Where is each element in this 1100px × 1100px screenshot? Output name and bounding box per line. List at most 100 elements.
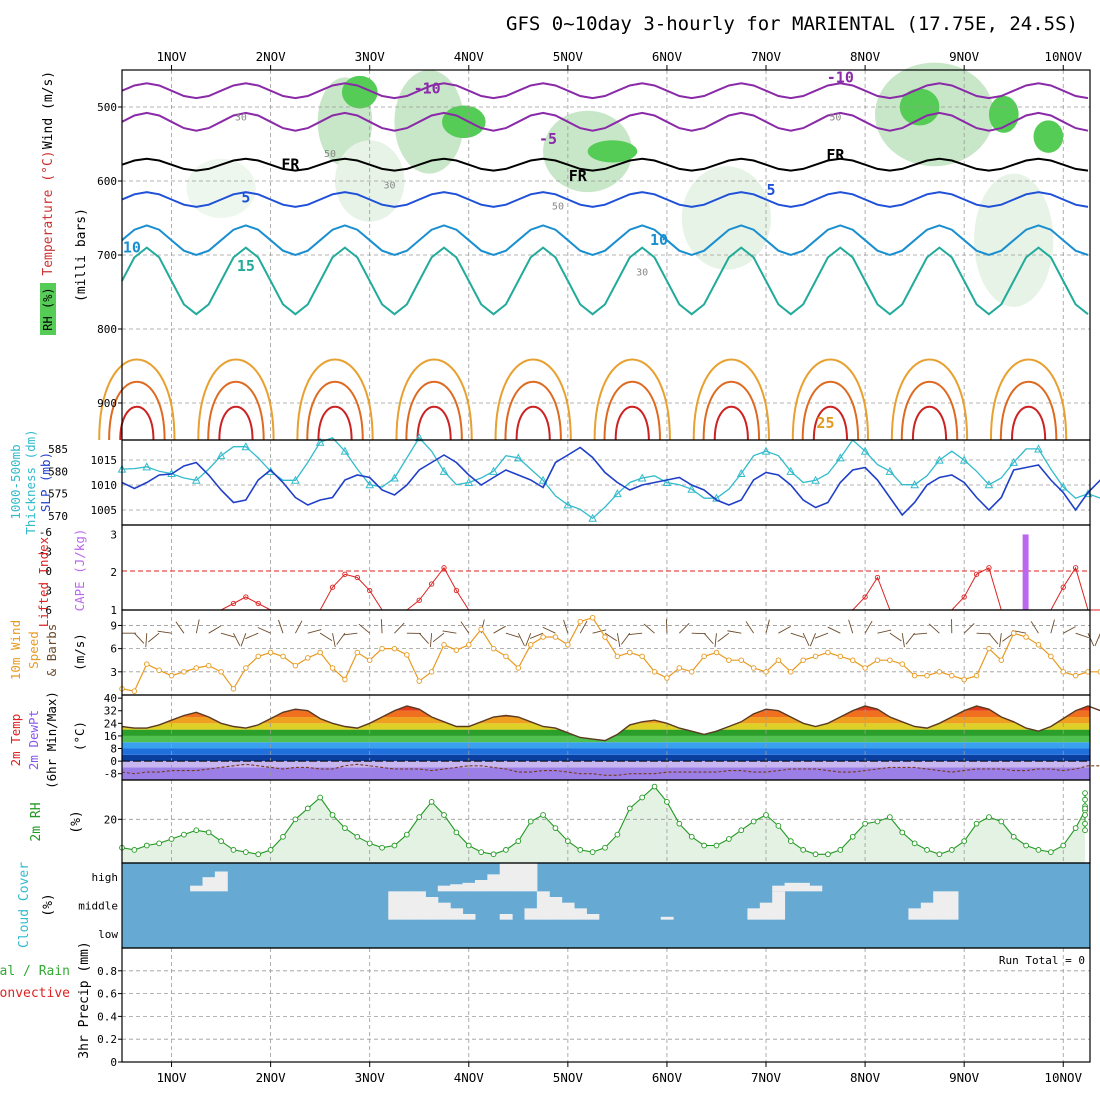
wind-speed-marker bbox=[713, 649, 720, 656]
wind-speed-marker bbox=[441, 642, 447, 648]
temp-band bbox=[122, 761, 1090, 768]
rh-shading-high bbox=[587, 140, 638, 163]
rh-contour-label: 30 bbox=[383, 181, 395, 192]
wind-speed-marker bbox=[800, 657, 806, 663]
thickness-marker bbox=[1034, 444, 1043, 453]
wind-barb bbox=[604, 632, 617, 642]
wind-barb bbox=[877, 629, 892, 634]
lifted-tick-label: 3 bbox=[45, 585, 52, 598]
rh-marker bbox=[565, 838, 571, 845]
thickness-marker bbox=[588, 513, 597, 522]
wind-speed-marker bbox=[267, 649, 274, 656]
rh-marker bbox=[986, 814, 992, 820]
wind-speed-marker bbox=[255, 653, 261, 660]
wind-speed-marker bbox=[329, 665, 336, 671]
precip-label-total: Total / Rain bbox=[0, 964, 70, 979]
rh-marker bbox=[1082, 796, 1088, 803]
y-tick-label: 24 bbox=[104, 717, 118, 730]
lifted-tick-label: -6 bbox=[39, 526, 52, 539]
temp-ylabel-units: (°C) bbox=[72, 721, 87, 751]
cloud-bar-middle bbox=[499, 914, 513, 920]
wind-barb bbox=[809, 633, 816, 647]
wind-speed-marker bbox=[292, 662, 299, 669]
surface-isotherm bbox=[218, 405, 254, 441]
wind-speed-marker bbox=[131, 688, 138, 694]
y-tick-label: 0.2 bbox=[97, 1033, 117, 1046]
thickness-marker bbox=[191, 475, 201, 484]
rh-shading-high bbox=[442, 105, 486, 139]
cloud-bar-high bbox=[190, 885, 204, 892]
surface-isotherm bbox=[900, 380, 959, 441]
cloud-bar-middle bbox=[425, 897, 439, 920]
rh-marker bbox=[267, 847, 274, 853]
wind-barb bbox=[643, 623, 655, 634]
day-label-top: 3NOV bbox=[355, 49, 386, 64]
cloud-bar-middle bbox=[524, 908, 538, 920]
wind-speed-marker bbox=[924, 672, 930, 679]
surface-isotherm bbox=[614, 405, 650, 441]
wind-barb bbox=[703, 632, 714, 645]
rh-marker bbox=[354, 833, 361, 840]
day-label-bottom: 10NOV bbox=[1044, 1070, 1082, 1085]
wind-speed-marker bbox=[664, 675, 670, 681]
rh-marker bbox=[577, 847, 584, 853]
wind-speed-marker bbox=[515, 665, 522, 671]
rh-shading bbox=[394, 70, 464, 174]
rh-marker bbox=[156, 840, 163, 847]
wind-barb bbox=[988, 632, 999, 645]
cape-ylabel-cape: CAPE (J/kg) bbox=[72, 529, 87, 612]
wind-barb bbox=[905, 632, 915, 645]
rh-marker bbox=[738, 827, 745, 834]
day-label-top: 10NOV bbox=[1044, 49, 1082, 64]
surface-isotherm bbox=[801, 380, 860, 441]
lifted-marker bbox=[1072, 565, 1079, 571]
wind-speed-marker bbox=[812, 653, 819, 660]
wind-barb bbox=[765, 619, 770, 634]
temp-band bbox=[122, 742, 1090, 749]
wind-barb bbox=[1075, 632, 1090, 639]
thickness-marker bbox=[1058, 482, 1068, 491]
cloud-bar-high bbox=[462, 882, 476, 892]
wind-speed-marker bbox=[775, 657, 782, 663]
day-label-bottom: 2NOV bbox=[256, 1070, 287, 1085]
wind-barb bbox=[332, 633, 336, 648]
lifted-marker bbox=[255, 600, 261, 607]
wind-speed-line bbox=[121, 616, 1100, 692]
wind-barb bbox=[999, 633, 1002, 648]
rh-marker bbox=[602, 844, 608, 851]
rh-shading-high bbox=[899, 88, 940, 126]
cloud-bar-middle bbox=[561, 902, 575, 920]
rh-marker bbox=[242, 849, 249, 855]
isotherm-label: 10 bbox=[123, 239, 141, 257]
wind-barb bbox=[134, 632, 145, 644]
rh-marker bbox=[441, 812, 447, 818]
rh-marker bbox=[626, 805, 633, 812]
wind-speed-marker bbox=[788, 669, 794, 675]
slp-tick-label: 1015 bbox=[91, 454, 118, 467]
surface-isotherm bbox=[306, 380, 364, 441]
wind-barb bbox=[790, 632, 805, 638]
cloud-bar-middle bbox=[920, 902, 934, 920]
temp-band bbox=[122, 710, 1090, 718]
rh-marker bbox=[205, 829, 212, 836]
cloud-bar-high bbox=[784, 882, 798, 892]
thickness-marker bbox=[959, 455, 969, 464]
wind-barb bbox=[1030, 621, 1039, 634]
surface-isotherm bbox=[890, 358, 969, 441]
wind-barb bbox=[889, 632, 902, 642]
wind-ylabel-3: & Barbs bbox=[44, 624, 59, 677]
upper-ylabel-rh: RH (%) bbox=[41, 287, 55, 330]
wind-barb bbox=[1050, 619, 1055, 634]
rh-marker bbox=[292, 816, 299, 823]
day-label-bottom: 7NOV bbox=[751, 1070, 782, 1085]
thickness-marker bbox=[315, 437, 325, 446]
rh-marker bbox=[1082, 790, 1088, 796]
isotherm-line bbox=[121, 246, 1089, 316]
panel-frame-precip bbox=[121, 947, 1091, 1063]
wind-speed-marker bbox=[1072, 672, 1079, 679]
rh-marker bbox=[911, 840, 918, 847]
day-label-top: 5NOV bbox=[553, 49, 584, 64]
rh-marker bbox=[837, 847, 844, 853]
rh-marker bbox=[478, 849, 485, 855]
rh-marker bbox=[750, 818, 757, 825]
